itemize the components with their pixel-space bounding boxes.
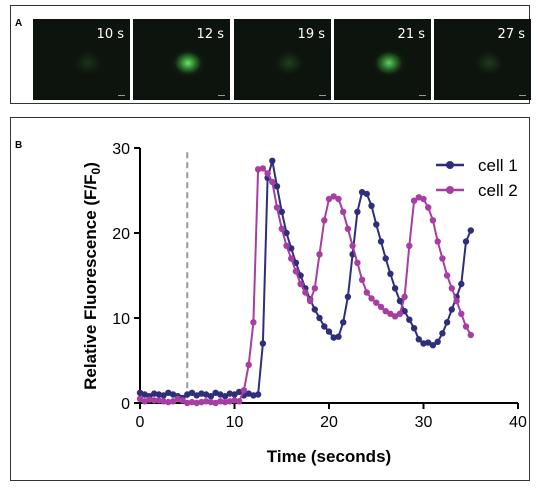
microscopy-frame: 10 s <box>33 19 130 100</box>
frame-timestamp: 27 s <box>497 27 525 42</box>
frame-timestamp: 19 s <box>297 27 325 42</box>
scale-bar <box>218 95 225 96</box>
microscopy-frame: 19 s <box>234 19 331 100</box>
frame-timestamp: 21 s <box>397 27 425 42</box>
scale-bar <box>319 95 326 96</box>
scale-bar <box>419 95 426 96</box>
panel-a: A 10 s 12 s 19 s 21 s 27 s <box>10 5 531 104</box>
scale-bar <box>519 95 526 96</box>
frame-timestamp: 12 s <box>196 27 224 42</box>
panel-b-label: B <box>15 140 23 151</box>
panel-a-label: A <box>15 18 23 29</box>
microscopy-frame: 12 s <box>133 19 230 100</box>
frame-timestamp: 10 s <box>96 27 124 42</box>
panel-b: B <box>10 117 530 481</box>
microscopy-frame: 21 s <box>334 19 431 100</box>
microscopy-frame: 27 s <box>434 19 531 100</box>
scale-bar <box>118 95 125 96</box>
